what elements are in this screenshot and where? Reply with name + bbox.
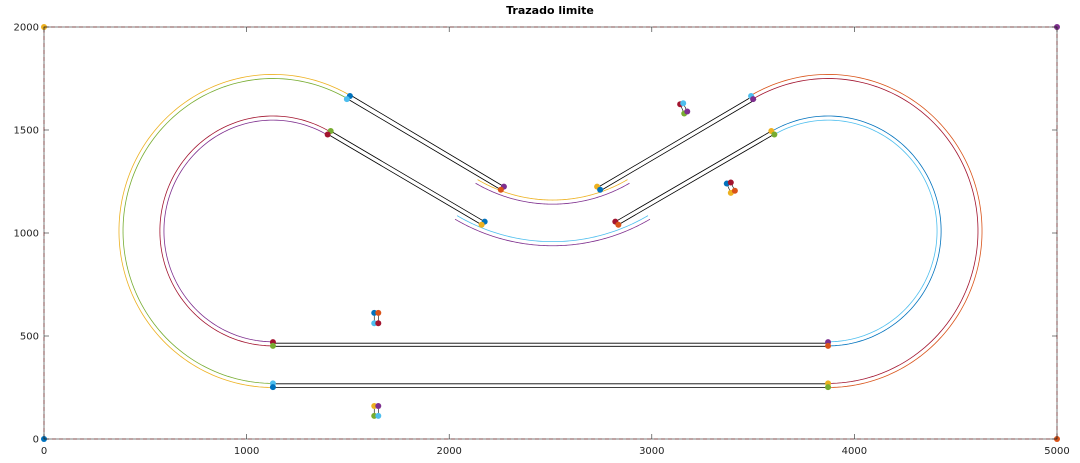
track-curve — [771, 115, 942, 347]
track-marker — [324, 131, 331, 138]
track-straight — [615, 130, 772, 223]
track-marker — [497, 186, 504, 193]
track-straight — [598, 95, 754, 187]
marker-layer — [41, 24, 1060, 442]
track-marker — [375, 320, 382, 327]
track-marker — [375, 309, 382, 316]
x-tick-label: 1000 — [234, 446, 259, 457]
track-curve — [454, 218, 651, 247]
track-marker — [727, 179, 734, 186]
track-marker — [680, 100, 687, 107]
x-tick-label: 3000 — [639, 446, 664, 457]
x-tick-label: 2000 — [436, 446, 461, 457]
track-marker — [684, 108, 691, 115]
track-marker — [269, 384, 276, 391]
x-tick-label: 0 — [41, 446, 47, 457]
axes-box — [43, 26, 1058, 440]
track-marker — [825, 342, 832, 349]
x-tick-label: 4000 — [842, 446, 867, 457]
track-marker — [269, 342, 276, 349]
track-marker — [750, 96, 757, 103]
track-marker — [375, 412, 382, 419]
track-curve — [122, 78, 349, 384]
track-straight — [618, 133, 775, 226]
track-curve — [118, 73, 351, 388]
track-curve — [159, 115, 330, 347]
track-straight — [330, 130, 485, 223]
track-marker — [771, 131, 778, 138]
track-layer — [118, 73, 983, 416]
y-tick-label: 0 — [33, 435, 39, 446]
track-curve — [773, 119, 938, 343]
track-straight — [351, 95, 505, 187]
chart-title: Trazado limite — [506, 4, 594, 17]
track-marker — [343, 96, 350, 103]
track-marker — [615, 221, 622, 228]
y-tick-label: 1000 — [14, 229, 39, 240]
track-marker — [478, 221, 485, 228]
track-marker — [825, 384, 832, 391]
x-tick-label: 5000 — [1044, 446, 1069, 457]
track-straight — [347, 98, 502, 191]
track-curve — [752, 78, 979, 384]
track-marker — [597, 186, 604, 193]
track-curve — [163, 119, 328, 343]
track-marker — [731, 187, 738, 194]
y-tick-label: 1500 — [14, 126, 39, 137]
boundary-layer — [43, 26, 1058, 440]
track-straight — [601, 98, 757, 191]
track-curve — [750, 73, 983, 388]
y-tick-label: 500 — [20, 332, 39, 343]
track-curve — [456, 215, 649, 243]
y-tick-label: 2000 — [14, 23, 39, 34]
track-marker — [375, 403, 382, 410]
axes-layer: 0 1000 2000 3000 4000 5000 0 500 1000 1500 2000 — [14, 23, 1070, 458]
track-curve — [475, 182, 630, 205]
track-straight — [327, 133, 482, 226]
